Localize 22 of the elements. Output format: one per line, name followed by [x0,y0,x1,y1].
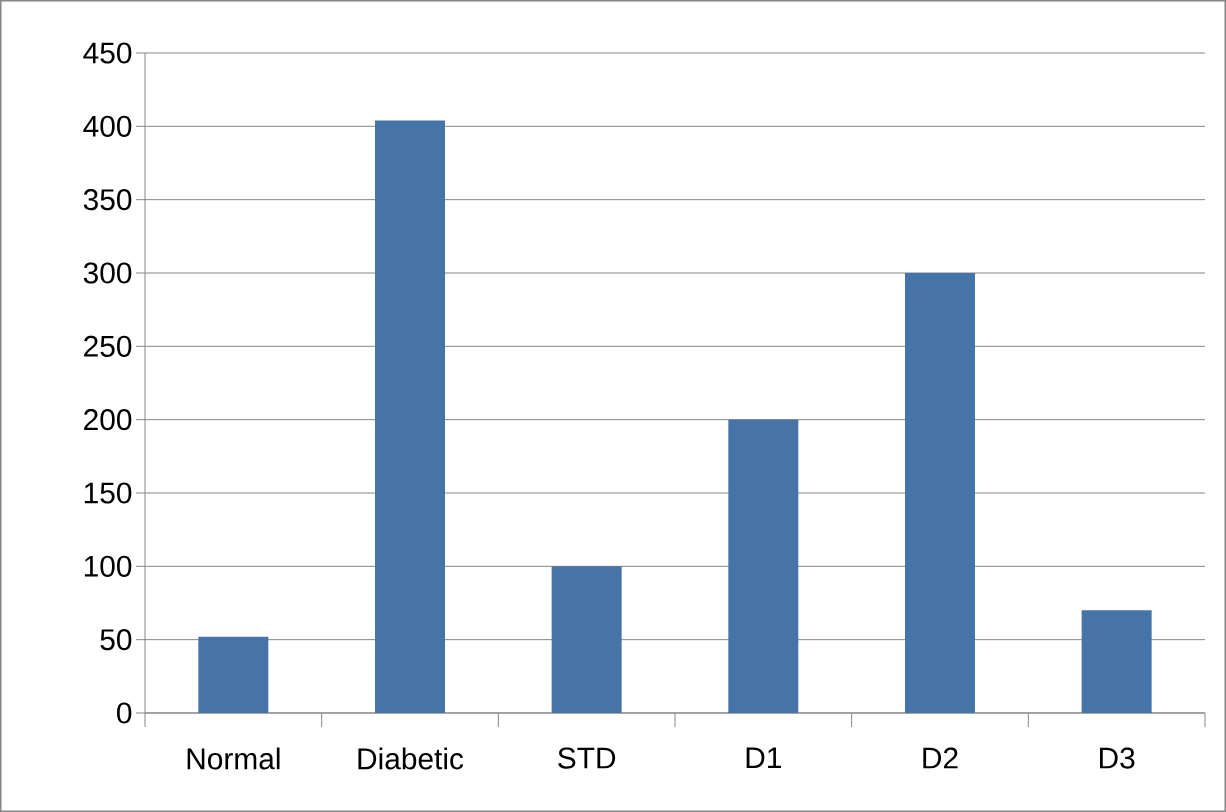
x-tick-label: STD [558,747,616,769]
y-tick-label: 250 [84,335,132,357]
y-tick-label: 450 [83,42,132,64]
y-tick-label: 0 [117,702,132,724]
y-tick-label: 300 [83,262,132,284]
bar [904,272,975,713]
bar [1081,610,1152,713]
y-tick-label: 100 [84,555,132,577]
y-tick-label: 350 [83,189,132,211]
bar [375,120,445,713]
x-tick-label: D3 [1099,747,1135,769]
bar [551,566,622,713]
y-tick-label: 200 [84,409,132,431]
bar [728,419,799,713]
x-tick-label: D2 [923,747,958,769]
x-tick-label: D1 [746,747,781,769]
x-tick-label: Normal [187,747,280,770]
y-tick-label: 50 [100,629,132,651]
x-tick-label: Diabetic [358,747,464,770]
bar [198,636,269,713]
y-tick-label: 150 [84,482,132,504]
y-tick-label: 400 [83,115,132,137]
